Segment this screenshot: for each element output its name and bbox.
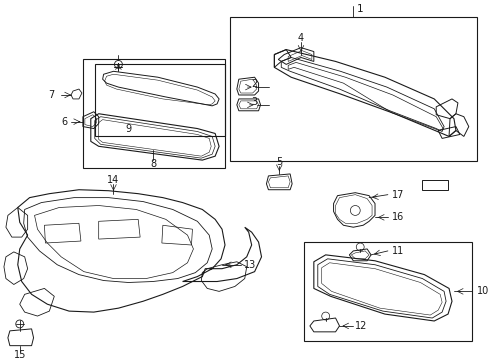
Text: 1: 1 (356, 4, 363, 14)
Text: 7: 7 (48, 90, 54, 100)
Text: 13: 13 (243, 260, 256, 270)
Text: 3: 3 (251, 97, 257, 107)
Text: 14: 14 (107, 175, 120, 185)
Text: 2: 2 (251, 79, 257, 89)
Text: 4: 4 (297, 33, 304, 43)
Text: 16: 16 (391, 212, 403, 222)
Text: 11: 11 (391, 246, 403, 256)
Text: 17: 17 (391, 190, 404, 200)
Text: 9: 9 (125, 123, 131, 134)
Text: 12: 12 (355, 321, 367, 331)
Text: 8: 8 (150, 159, 156, 169)
Text: 5: 5 (276, 157, 282, 167)
Text: 15: 15 (14, 350, 26, 360)
Text: 10: 10 (476, 286, 488, 296)
Text: 6: 6 (61, 117, 67, 127)
